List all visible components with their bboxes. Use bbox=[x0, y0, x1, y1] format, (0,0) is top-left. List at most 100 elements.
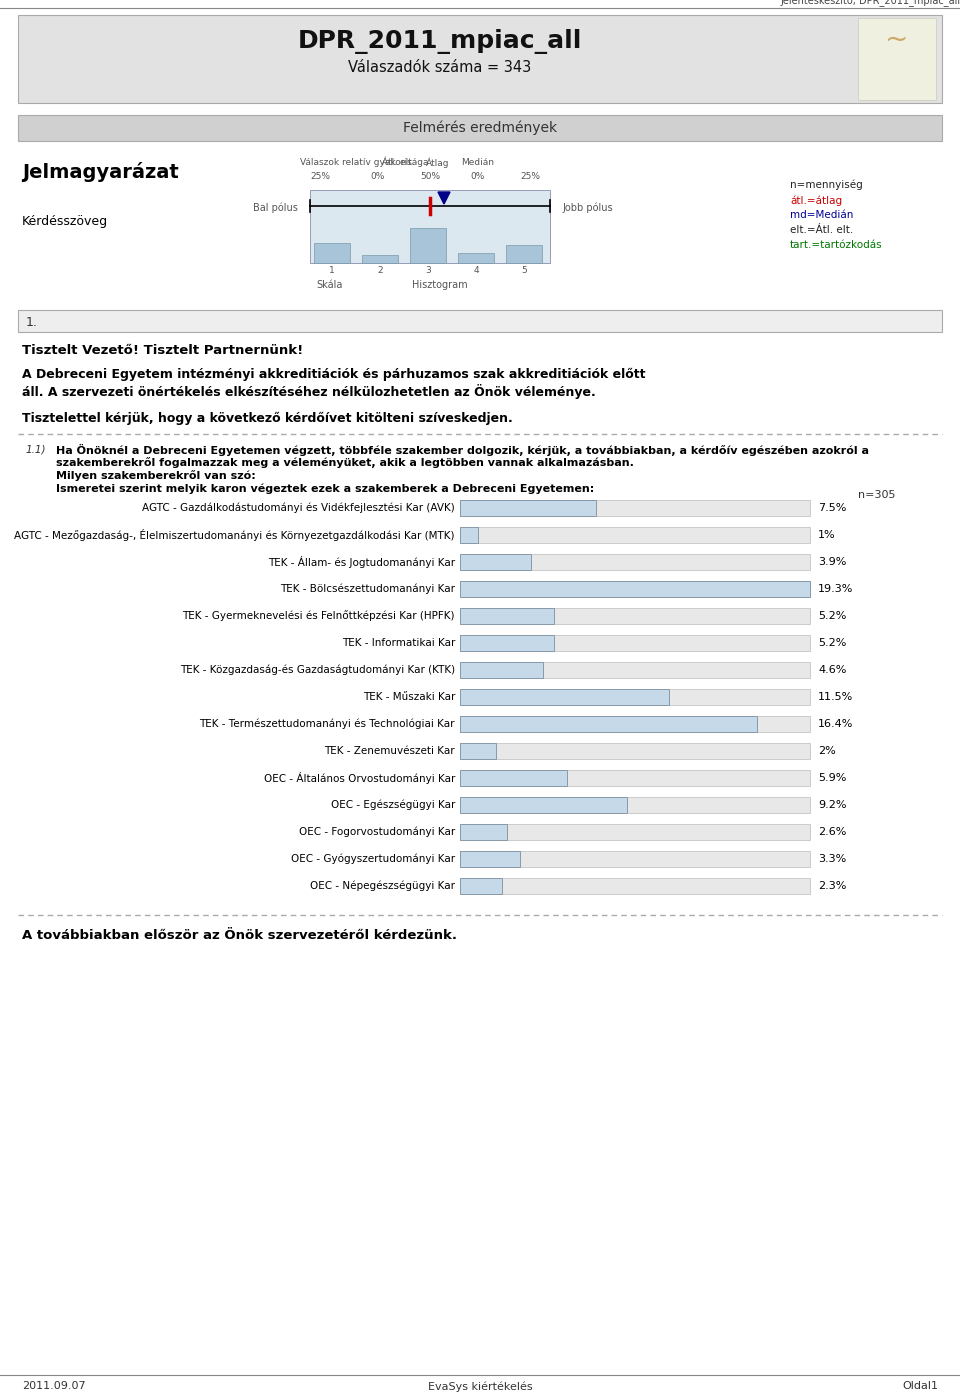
Text: Jobb pólus: Jobb pólus bbox=[562, 202, 612, 213]
Text: 3.9%: 3.9% bbox=[818, 557, 847, 566]
Text: TEK - Gyermeknevelési és Felnőttképzési Kar (HPFK): TEK - Gyermeknevelési és Felnőttképzési … bbox=[182, 611, 455, 622]
FancyBboxPatch shape bbox=[458, 252, 494, 264]
Text: 11.5%: 11.5% bbox=[818, 692, 853, 702]
Text: Hisztogram: Hisztogram bbox=[412, 280, 468, 290]
FancyBboxPatch shape bbox=[314, 243, 350, 264]
Text: 2.3%: 2.3% bbox=[818, 882, 847, 891]
Text: TEK - Állam- és Jogtudomanányi Kar: TEK - Állam- és Jogtudomanányi Kar bbox=[268, 557, 455, 568]
Text: TEK - Zenemuvészeti Kar: TEK - Zenemuvészeti Kar bbox=[324, 746, 455, 756]
Polygon shape bbox=[438, 193, 450, 204]
Text: OEC - Fogorvostudományi Kar: OEC - Fogorvostudományi Kar bbox=[299, 827, 455, 837]
Text: Válaszok relatív gyakorisága: Válaszok relatív gyakorisága bbox=[300, 158, 428, 167]
FancyBboxPatch shape bbox=[460, 877, 502, 894]
Text: 2.6%: 2.6% bbox=[818, 827, 847, 837]
Text: átl.=átlag: átl.=átlag bbox=[790, 195, 842, 205]
Text: TEK - Természettudomanányi és Technológiai Kar: TEK - Természettudomanányi és Technológi… bbox=[200, 718, 455, 730]
Text: áll. A szervezeti önértékelés elkészítéséhez nélkülozhetetlen az Önök véleménye.: áll. A szervezeti önértékelés elkészítés… bbox=[22, 384, 596, 399]
FancyBboxPatch shape bbox=[18, 310, 942, 332]
Text: 50%: 50% bbox=[420, 172, 440, 181]
FancyBboxPatch shape bbox=[460, 797, 627, 813]
FancyBboxPatch shape bbox=[460, 744, 496, 759]
Text: A továbbiakban először az Önök szervezetéről kérdezünk.: A továbbiakban először az Önök szervezet… bbox=[22, 929, 457, 942]
Text: Felmérés eredmények: Felmérés eredmények bbox=[403, 121, 557, 135]
Text: 25%: 25% bbox=[520, 172, 540, 181]
FancyBboxPatch shape bbox=[310, 190, 550, 264]
Text: TEK - Bölcsészettudomanányi Kar: TEK - Bölcsészettudomanányi Kar bbox=[280, 583, 455, 594]
Text: md=Medián: md=Medián bbox=[790, 211, 853, 220]
Text: Jelentéskészítő, DPR_2011_mpiac_all: Jelentéskészítő, DPR_2011_mpiac_all bbox=[780, 0, 960, 7]
Text: 0%: 0% bbox=[470, 172, 485, 181]
Text: DPR_2011_mpiac_all: DPR_2011_mpiac_all bbox=[298, 29, 582, 54]
Text: 25%: 25% bbox=[310, 172, 330, 181]
FancyBboxPatch shape bbox=[506, 246, 542, 264]
FancyBboxPatch shape bbox=[460, 580, 810, 597]
FancyBboxPatch shape bbox=[460, 797, 810, 813]
Text: elt.=Átl. elt.: elt.=Átl. elt. bbox=[790, 225, 853, 234]
Text: AGTC - Gazdálkodástudományi és Vidékfejlesztési Kar (AVK): AGTC - Gazdálkodástudományi és Vidékfejl… bbox=[142, 502, 455, 513]
Text: 2%: 2% bbox=[818, 746, 836, 756]
Text: Oldal1: Oldal1 bbox=[902, 1381, 938, 1391]
FancyBboxPatch shape bbox=[460, 608, 554, 624]
Text: n=305: n=305 bbox=[858, 490, 896, 499]
FancyBboxPatch shape bbox=[460, 851, 520, 868]
Text: 2011.09.07: 2011.09.07 bbox=[22, 1381, 85, 1391]
FancyBboxPatch shape bbox=[460, 851, 810, 868]
Text: ~: ~ bbox=[885, 27, 909, 54]
Text: Tisztelettel kérjük, hogy a következő kérdőívet kitölteni szíveskedjen.: Tisztelettel kérjük, hogy a következő ké… bbox=[22, 412, 513, 425]
Text: Medián: Medián bbox=[462, 158, 494, 167]
FancyBboxPatch shape bbox=[460, 608, 810, 624]
Text: OEC - Általános Orvostudományi Kar: OEC - Általános Orvostudományi Kar bbox=[264, 771, 455, 784]
FancyBboxPatch shape bbox=[460, 635, 554, 651]
FancyBboxPatch shape bbox=[460, 527, 478, 543]
FancyBboxPatch shape bbox=[460, 554, 531, 571]
Text: Átl. elt.: Átl. elt. bbox=[382, 158, 415, 167]
FancyBboxPatch shape bbox=[460, 877, 810, 894]
FancyBboxPatch shape bbox=[460, 580, 810, 597]
FancyBboxPatch shape bbox=[460, 770, 810, 785]
Text: Kérdésszöveg: Kérdésszöveg bbox=[22, 215, 108, 227]
Text: TEK - Informatikai Kar: TEK - Informatikai Kar bbox=[342, 638, 455, 649]
FancyBboxPatch shape bbox=[18, 15, 942, 103]
Text: Átlag: Átlag bbox=[426, 158, 449, 169]
Text: AGTC - Mezőgazdaság-, Élelmiszertudomanányi és Környezetgazdálkodási Kar (MTK): AGTC - Mezőgazdaság-, Élelmiszertudomaná… bbox=[14, 529, 455, 541]
Text: OEC - Népegészségügyi Kar: OEC - Népegészségügyi Kar bbox=[310, 880, 455, 891]
Text: 4: 4 bbox=[473, 266, 479, 275]
FancyBboxPatch shape bbox=[460, 744, 810, 759]
Text: Ha Önöknél a Debreceni Egyetemen végzett, többféle szakember dolgozik, kérjük, a: Ha Önöknél a Debreceni Egyetemen végzett… bbox=[56, 444, 869, 456]
FancyBboxPatch shape bbox=[460, 716, 757, 732]
Text: 16.4%: 16.4% bbox=[818, 718, 853, 730]
Text: Tisztelt Vezető! Tisztelt Partnernünk!: Tisztelt Vezető! Tisztelt Partnernünk! bbox=[22, 345, 303, 357]
Text: szakemberekről fogalmazzak meg a véleményüket, akik a legtöbben vannak alkalmazá: szakemberekről fogalmazzak meg a vélemén… bbox=[56, 458, 634, 467]
Text: 19.3%: 19.3% bbox=[818, 585, 853, 594]
Text: 3.3%: 3.3% bbox=[818, 854, 847, 864]
FancyBboxPatch shape bbox=[460, 554, 810, 571]
Text: 1.: 1. bbox=[26, 317, 37, 329]
Text: Skála: Skála bbox=[317, 280, 343, 290]
FancyBboxPatch shape bbox=[858, 18, 936, 100]
Text: TEK - Műszaki Kar: TEK - Műszaki Kar bbox=[363, 692, 455, 702]
Text: n=mennyiség: n=mennyiség bbox=[790, 180, 863, 191]
Text: A Debreceni Egyetem intézményi akkreditiációk és párhuzamos szak akkreditiációk : A Debreceni Egyetem intézményi akkrediti… bbox=[22, 368, 645, 381]
FancyBboxPatch shape bbox=[460, 499, 810, 516]
Text: Jelmagyarázat: Jelmagyarázat bbox=[22, 162, 179, 181]
FancyBboxPatch shape bbox=[460, 770, 567, 785]
FancyBboxPatch shape bbox=[460, 716, 810, 732]
FancyBboxPatch shape bbox=[460, 663, 543, 678]
Text: Bal pólus: Bal pólus bbox=[253, 202, 298, 213]
Text: 1%: 1% bbox=[818, 530, 835, 540]
FancyBboxPatch shape bbox=[410, 227, 446, 264]
Text: Ismeretei szerint melyik karon végeztek ezek a szakemberek a Debreceni Egyetemen: Ismeretei szerint melyik karon végeztek … bbox=[56, 483, 594, 494]
FancyBboxPatch shape bbox=[18, 114, 942, 141]
Text: TEK - Közgazdaság-és Gazdaságtudományi Kar (KTK): TEK - Közgazdaság-és Gazdaságtudományi K… bbox=[180, 665, 455, 675]
Text: 7.5%: 7.5% bbox=[818, 504, 847, 513]
Text: 9.2%: 9.2% bbox=[818, 799, 847, 810]
Text: 0%: 0% bbox=[371, 172, 385, 181]
Text: 1.1): 1.1) bbox=[26, 444, 46, 453]
FancyBboxPatch shape bbox=[460, 824, 507, 840]
FancyBboxPatch shape bbox=[460, 824, 810, 840]
Text: 1: 1 bbox=[329, 266, 335, 275]
Text: 5.2%: 5.2% bbox=[818, 611, 847, 621]
Text: OEC - Gyógyszertudományi Kar: OEC - Gyógyszertudományi Kar bbox=[291, 854, 455, 865]
FancyBboxPatch shape bbox=[460, 689, 810, 704]
Text: Milyen szakemberekről van szó:: Milyen szakemberekről van szó: bbox=[56, 470, 255, 481]
